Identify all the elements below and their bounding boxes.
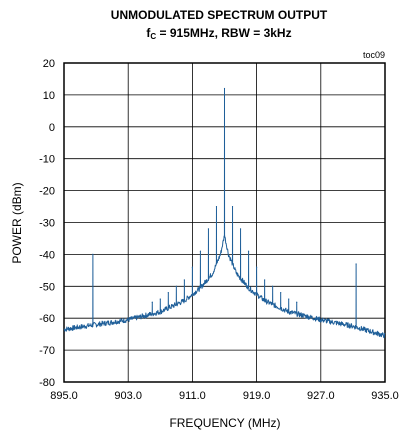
spectrum-peak xyxy=(207,228,210,230)
spectrum-peak xyxy=(151,301,153,303)
y-tick-label: 10 xyxy=(43,90,55,102)
spectrum-peak xyxy=(264,279,266,281)
x-tick-label: 927.0 xyxy=(307,390,335,402)
spectrum-peak xyxy=(272,285,274,287)
y-tick-label: -30 xyxy=(39,218,55,230)
spectrum-peak xyxy=(288,298,290,300)
y-tick-label: 0 xyxy=(49,122,55,134)
x-tick-label: 895.0 xyxy=(50,390,78,402)
y-tick-label: 20 xyxy=(43,58,55,70)
y-axis-ticks: 20 10 0 -10 -20 -30 -40 -50 -60 -70 -80 xyxy=(39,58,55,389)
spectrum-peak xyxy=(247,250,250,252)
spectrum-peak xyxy=(199,250,202,252)
x-axis-label: FREQUENCY (MHz) xyxy=(169,416,280,430)
y-tick-label: -10 xyxy=(39,154,55,166)
y-tick-label: -50 xyxy=(39,281,55,293)
chart-subtitle: fC = 915MHz, RBW = 3kHz xyxy=(146,26,291,41)
spectrum-peak xyxy=(159,298,161,300)
spectrum-peak xyxy=(92,253,94,255)
y-axis-label: POWER (dBm) xyxy=(10,182,24,263)
spectrum-peak xyxy=(183,279,185,281)
spectrum-peak xyxy=(239,228,242,230)
spectrum-peak xyxy=(231,205,234,208)
x-tick-label: 935.0 xyxy=(371,390,399,402)
chart-tag: toc09 xyxy=(363,50,385,60)
spectrum-peak xyxy=(280,292,282,294)
spectrum-peak xyxy=(215,205,218,208)
spectrum-peak xyxy=(355,263,357,265)
spectrum-peak xyxy=(175,285,177,287)
spectrum-peak xyxy=(167,292,169,294)
y-tick-label: -20 xyxy=(39,186,55,198)
y-tick-label: -60 xyxy=(39,313,55,325)
x-tick-label: 903.0 xyxy=(114,390,142,402)
x-tick-label: 911.0 xyxy=(179,390,206,402)
y-tick-label: -80 xyxy=(39,377,55,389)
x-axis-ticks: 895.0 903.0 911.0 919.0 927.0 935.0 xyxy=(50,390,399,402)
y-tick-label: -70 xyxy=(39,345,55,357)
y-tick-label: -40 xyxy=(39,249,55,261)
spectrum-peak xyxy=(256,266,258,268)
spectrum-peak xyxy=(223,87,226,90)
spectrum-peak xyxy=(191,266,193,268)
plot-frame xyxy=(63,62,386,383)
chart-title: UNMODULATED SPECTRUM OUTPUT xyxy=(111,8,328,22)
spectrum-peak xyxy=(296,301,298,303)
spectrum-trace xyxy=(63,88,386,339)
x-tick-label: 919.0 xyxy=(243,390,271,402)
